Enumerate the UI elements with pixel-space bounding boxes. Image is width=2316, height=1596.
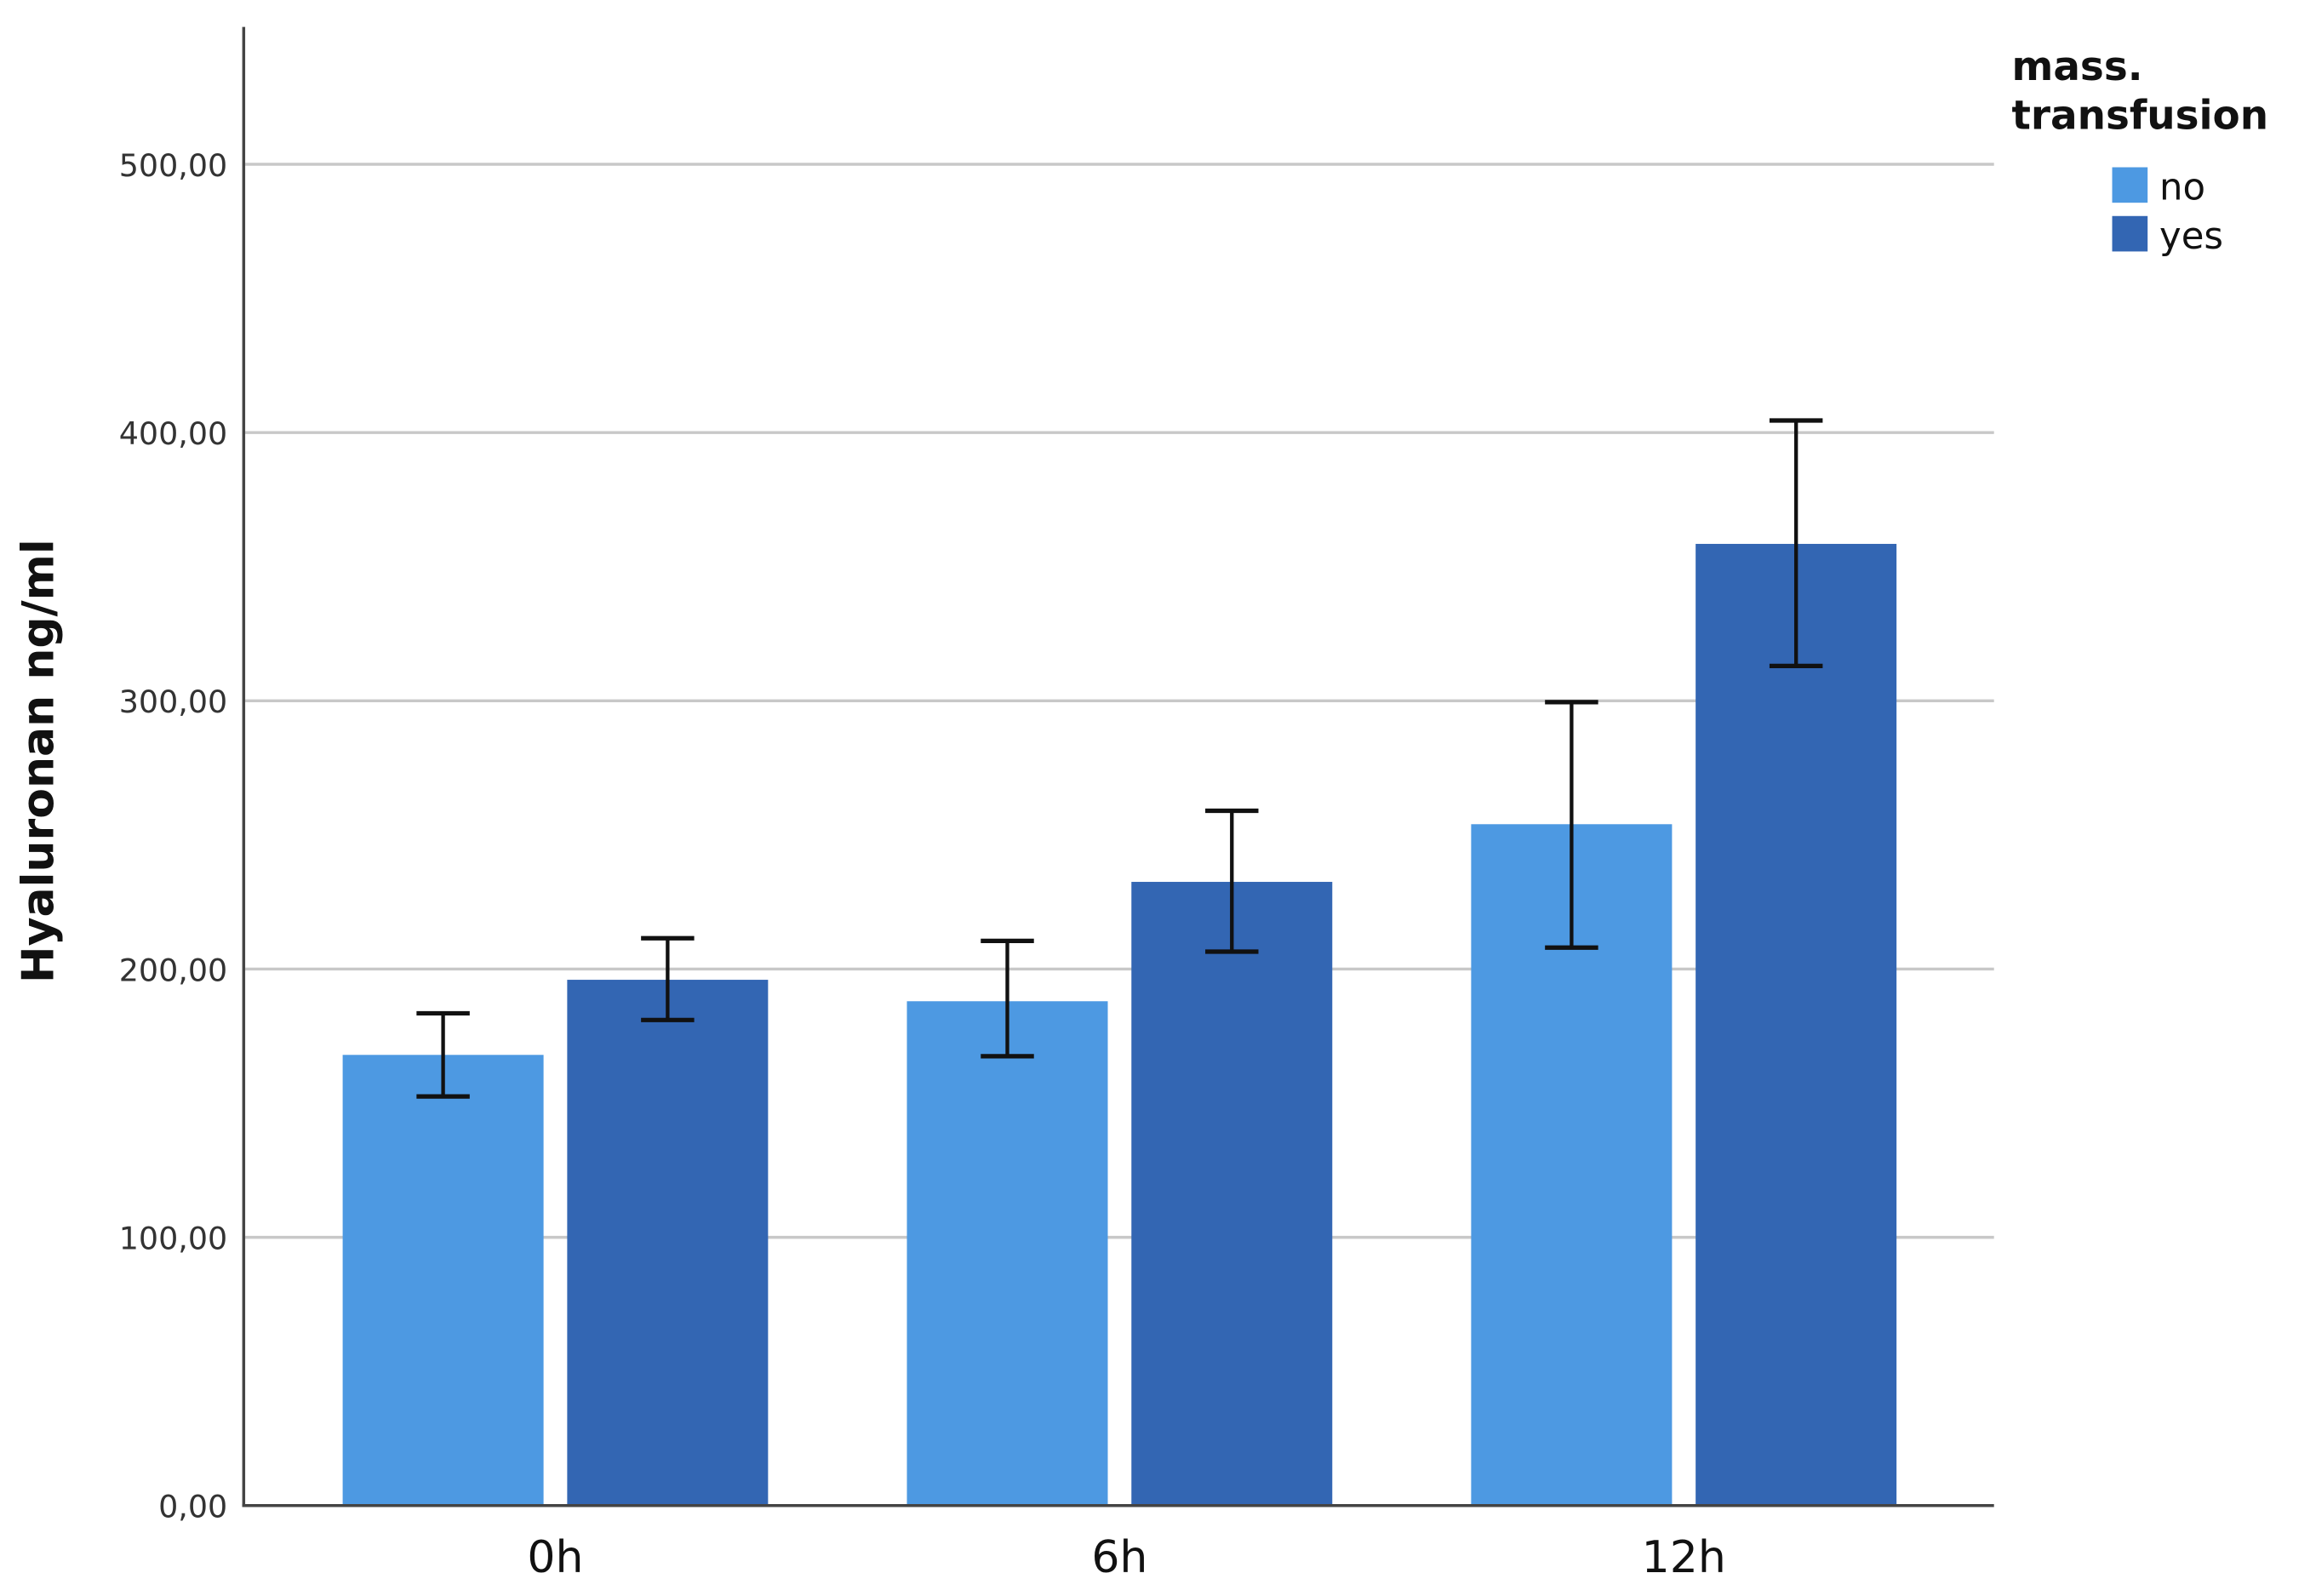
x-tick-labels: 0h 6h 12h: [527, 1532, 1725, 1583]
legend-swatch-yes: [2112, 215, 2148, 252]
y-tick-label: 200,00: [119, 952, 227, 988]
bars: [342, 543, 1897, 1506]
x-tick-label: 0h: [527, 1532, 583, 1583]
y-tick-label: 500,00: [119, 147, 227, 184]
y-tick-labels: 0,00 100,00 200,00 300,00 400,00 500,00: [119, 147, 227, 1525]
y-tick-label: 400,00: [119, 415, 227, 452]
legend: no yes: [2112, 167, 2223, 258]
error-bars: [416, 418, 1823, 1099]
legend-label-no: no: [2159, 167, 2205, 209]
y-axis-label: Hyaluronan ng/ml: [13, 539, 64, 983]
bar-yes-0h: [567, 980, 769, 1506]
x-tick-label: 12h: [1642, 1532, 1726, 1583]
legend-title-line-1: mass.: [2012, 44, 2143, 90]
bar-no-6h: [906, 1001, 1108, 1506]
y-tick-label: 100,00: [119, 1220, 227, 1256]
legend-title-line-2: transfusion: [2012, 93, 2269, 139]
y-tick-label: 300,00: [119, 684, 227, 720]
legend-label-yes: yes: [2159, 215, 2223, 258]
bar-no-0h: [342, 1055, 544, 1506]
y-tick-label: 0,00: [158, 1489, 227, 1525]
bar-yes-12h: [1696, 543, 1897, 1506]
legend-swatch-no: [2112, 167, 2148, 203]
bar-yes-6h: [1131, 882, 1333, 1506]
x-tick-label: 6h: [1091, 1532, 1147, 1583]
